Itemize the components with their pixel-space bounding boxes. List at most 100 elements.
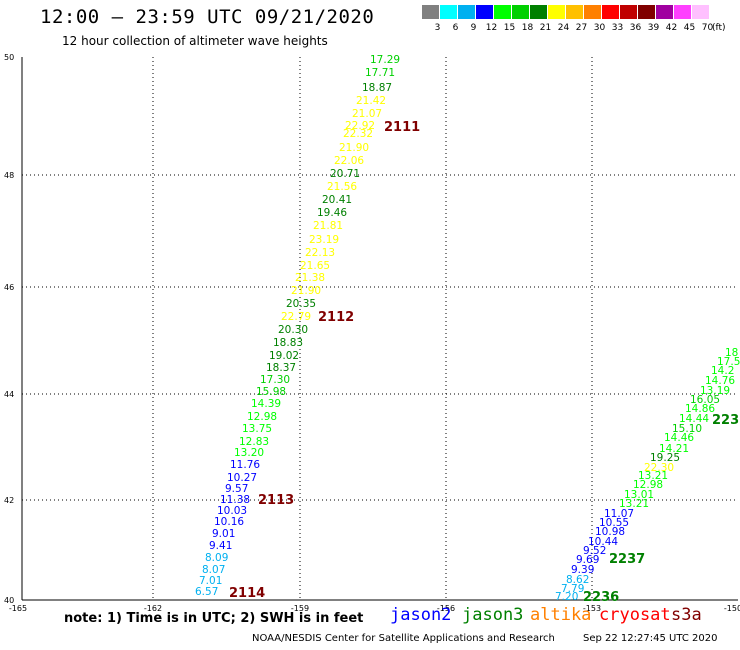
- lon-tick-label: -162: [144, 604, 162, 613]
- wave-height-label: 22.92: [345, 120, 375, 132]
- color-swatch-33: [602, 5, 619, 19]
- wave-height-label: 13.75: [242, 423, 272, 435]
- wave-height-label: 14.2: [711, 365, 734, 377]
- wave-height-label: 21.90: [339, 142, 369, 154]
- wave-height-label: 9.01: [212, 528, 235, 540]
- lat-lon-grid: [21, 57, 738, 601]
- pass-id-label: 2236: [583, 590, 619, 605]
- wave-height-label: 13.21: [619, 498, 649, 510]
- wave-height-label: 20.71: [330, 168, 360, 180]
- wave-height-label: 10.03: [217, 505, 247, 517]
- wave-height-label: 6.57: [195, 586, 218, 598]
- wave-height-label: 22.06: [334, 155, 364, 167]
- wave-height-label: 10.44: [588, 536, 618, 548]
- wave-height-label: 21.42: [356, 95, 386, 107]
- lon-tick-label: -159: [291, 604, 309, 613]
- lat-tick-label: 48: [4, 171, 14, 180]
- wave-height-label: 18.37: [266, 362, 296, 374]
- wave-height-label: 21.90: [291, 285, 321, 297]
- track-2: 1817.514.214.7613.1916.0514.8614.4415.10…: [555, 347, 740, 603]
- wave-height-label: 14.86: [685, 403, 715, 415]
- color-scale-units: (ft): [712, 23, 726, 33]
- wave-height-label: 21.65: [300, 260, 330, 272]
- wave-height-label: 21.56: [327, 181, 357, 193]
- pass-id-label: 2112: [318, 310, 354, 325]
- wave-height-label: 20.41: [322, 194, 352, 206]
- color-swatch-36: [620, 5, 637, 19]
- color-label-12: 12: [485, 23, 498, 33]
- axis-tick-labels: -165 -162 -159 -156 -153 -150 50 48 46 44 42 40: [4, 53, 740, 613]
- color-label-21: 21: [539, 23, 552, 33]
- color-label-6: 6: [452, 23, 459, 33]
- wave-height-label: 11.38: [220, 494, 250, 506]
- lat-tick-label: 50: [4, 53, 14, 62]
- wave-height-label: 21.81: [313, 220, 343, 232]
- color-label-15: 15: [503, 23, 516, 33]
- wave-height-label: 20.30: [278, 324, 308, 336]
- color-label-3: 3: [434, 23, 441, 33]
- color-swatch-9: [458, 5, 475, 19]
- color-label-30: 30: [593, 23, 606, 33]
- wave-height-label: 23.19: [309, 234, 339, 246]
- lon-tick-label: -156: [437, 604, 455, 613]
- wave-height-label: 22.13: [305, 247, 335, 259]
- footer-timestamp: Sep 22 12:27:45 UTC 2020: [583, 633, 718, 644]
- wave-height-label: 10.16: [214, 516, 244, 528]
- color-label-36: 36: [629, 23, 642, 33]
- wave-height-label: 7.01: [199, 575, 222, 587]
- color-label-39: 39: [647, 23, 660, 33]
- wave-height-label: 12.98: [247, 411, 277, 423]
- wave-height-label: 14.46: [664, 432, 694, 444]
- color-swatch-12: [476, 5, 493, 19]
- lat-tick-label: 42: [4, 496, 14, 505]
- color-label-27: 27: [575, 23, 588, 33]
- color-swatch-3: [422, 5, 439, 19]
- pass-id-label: 2113: [258, 493, 294, 508]
- wave-height-label: 20.35: [286, 298, 316, 310]
- wave-height-label: 13.01: [624, 489, 654, 501]
- wave-height-label: 21.38: [295, 272, 325, 284]
- color-label-18: 18: [521, 23, 534, 33]
- wave-height-label: 19.46: [317, 207, 347, 219]
- pass-id-label: 2111: [384, 120, 420, 135]
- wave-height-label: 13.19: [700, 385, 730, 397]
- wave-height-label: 12.83: [239, 436, 269, 448]
- wave-height-label: 8.62: [566, 574, 589, 586]
- footer-credit: NOAA/NESDIS Center for Satellite Applica…: [252, 633, 555, 644]
- wave-height-label: 10.55: [599, 517, 629, 529]
- pass-id-label: 2237: [609, 552, 645, 567]
- wave-height-label: 15.10: [672, 423, 702, 435]
- legend-jason2: jason2: [390, 605, 452, 625]
- color-swatch-39: [638, 5, 655, 19]
- wave-height-label: 17.30: [260, 374, 290, 386]
- wave-height-label: 12.98: [633, 479, 663, 491]
- color-label-24: 24: [557, 23, 570, 33]
- wave-height-label: 10.98: [595, 526, 625, 538]
- wave-height-label: 18.87: [362, 82, 392, 94]
- lat-tick-label: 40: [4, 596, 14, 605]
- wave-height-label: 11.07: [604, 508, 634, 520]
- color-label-33: 33: [611, 23, 624, 33]
- wave-height-label: 22.32: [343, 128, 373, 140]
- map-title: 12:00 – 23:59 UTC 09/21/2020: [40, 6, 375, 28]
- wave-height-label: 22.30: [644, 462, 674, 474]
- wave-height-label: 9.69: [576, 554, 599, 566]
- lon-tick-label: -150: [724, 604, 740, 613]
- wave-height-label: 11.76: [230, 459, 260, 471]
- wave-height-label: 7.79: [561, 583, 584, 595]
- color-swatch-45: [674, 5, 691, 19]
- map-subtitle: 12 hour collection of altimeter wave hei…: [62, 34, 328, 48]
- legend-cryosat: cryosat: [599, 605, 671, 625]
- wave-height-label: 14.76: [705, 375, 735, 387]
- wave-height-label: 22.79: [281, 311, 311, 323]
- lat-tick-label: 46: [4, 283, 14, 292]
- color-swatch-18: [512, 5, 529, 19]
- wave-height-label: 17.29: [370, 54, 400, 66]
- color-swatch-42: [656, 5, 673, 19]
- legend-s3a: s3a: [671, 605, 702, 625]
- color-swatch-6: [440, 5, 457, 19]
- wave-height-label: 18: [725, 347, 738, 359]
- wave-height-label: 7.20: [555, 591, 578, 603]
